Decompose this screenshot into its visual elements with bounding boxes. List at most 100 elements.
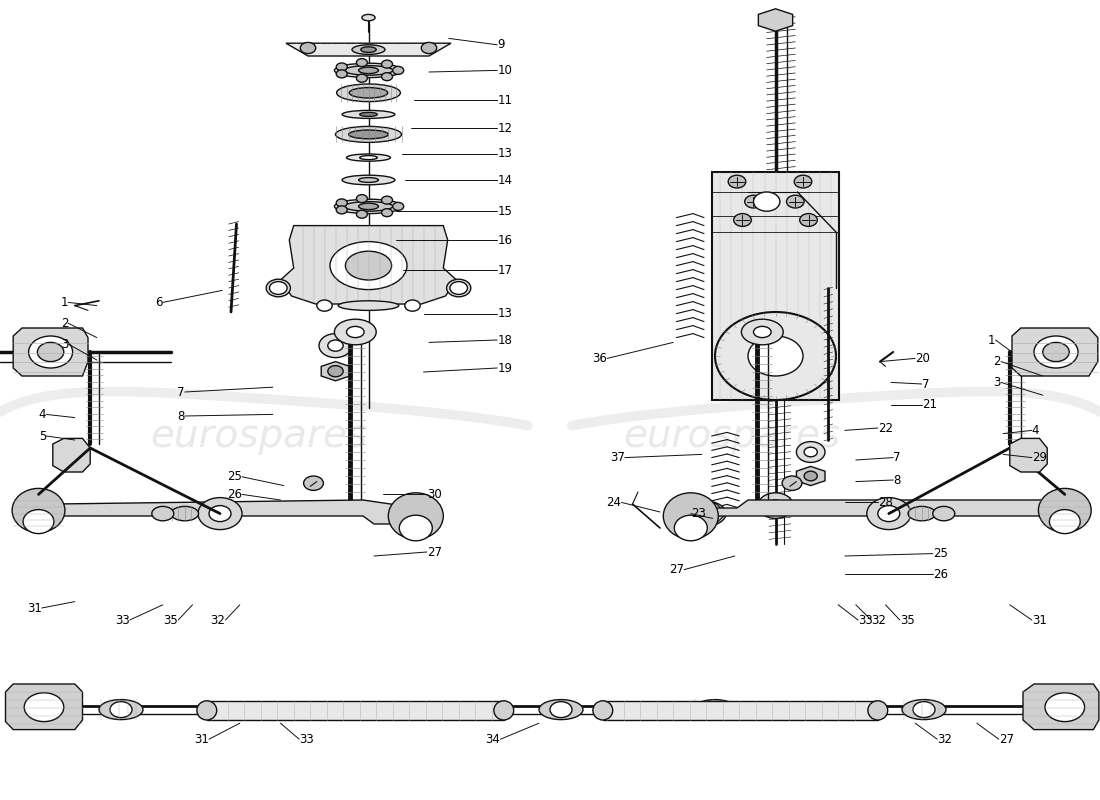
Text: 21: 21: [922, 398, 937, 411]
Circle shape: [24, 693, 64, 722]
Ellipse shape: [593, 701, 613, 720]
Ellipse shape: [342, 110, 395, 118]
Polygon shape: [321, 362, 350, 381]
Ellipse shape: [388, 493, 443, 539]
Text: 1: 1: [988, 334, 996, 346]
Text: 5: 5: [39, 430, 46, 442]
Text: 18: 18: [497, 334, 513, 346]
Ellipse shape: [693, 699, 737, 720]
Circle shape: [804, 447, 817, 457]
Ellipse shape: [359, 178, 378, 182]
Polygon shape: [13, 328, 88, 376]
Polygon shape: [1023, 684, 1099, 730]
Text: 6: 6: [155, 296, 163, 309]
Ellipse shape: [909, 506, 935, 521]
Circle shape: [748, 336, 803, 376]
Text: 16: 16: [497, 234, 513, 246]
Text: 20: 20: [915, 352, 931, 365]
Circle shape: [1034, 336, 1078, 368]
Ellipse shape: [1038, 488, 1091, 533]
Ellipse shape: [360, 155, 377, 159]
Ellipse shape: [663, 493, 718, 539]
Text: eurospares: eurospares: [623, 417, 840, 455]
Circle shape: [796, 442, 825, 462]
Polygon shape: [53, 438, 90, 472]
Ellipse shape: [539, 699, 583, 720]
Ellipse shape: [902, 699, 946, 720]
Ellipse shape: [337, 84, 400, 102]
Circle shape: [328, 340, 343, 351]
Circle shape: [270, 282, 287, 294]
Text: 27: 27: [669, 563, 684, 576]
Circle shape: [786, 195, 804, 208]
Ellipse shape: [494, 701, 514, 720]
Circle shape: [867, 498, 911, 530]
Ellipse shape: [360, 112, 377, 116]
Text: 4: 4: [39, 408, 46, 421]
Text: 15: 15: [497, 205, 513, 218]
Polygon shape: [280, 226, 456, 304]
Text: 25: 25: [227, 470, 242, 483]
Circle shape: [804, 471, 817, 481]
Circle shape: [382, 209, 393, 217]
Ellipse shape: [334, 199, 403, 214]
Text: 27: 27: [427, 546, 442, 558]
Circle shape: [745, 195, 762, 208]
Text: 31: 31: [194, 733, 209, 746]
Circle shape: [382, 60, 393, 68]
Ellipse shape: [682, 501, 726, 526]
Text: 17: 17: [497, 264, 513, 277]
Ellipse shape: [344, 202, 393, 211]
Circle shape: [337, 199, 348, 207]
Ellipse shape: [350, 87, 387, 98]
Circle shape: [794, 175, 812, 188]
Text: 36: 36: [592, 352, 607, 365]
Polygon shape: [1012, 328, 1098, 376]
Text: 24: 24: [606, 496, 621, 509]
Text: 23: 23: [691, 507, 706, 520]
Polygon shape: [1010, 438, 1047, 472]
Text: 2: 2: [993, 355, 1001, 368]
Circle shape: [319, 334, 352, 358]
Text: 9: 9: [497, 38, 505, 51]
Circle shape: [337, 63, 348, 71]
Ellipse shape: [336, 126, 402, 142]
Circle shape: [715, 312, 836, 400]
Ellipse shape: [330, 242, 407, 290]
Text: 11: 11: [497, 94, 513, 106]
Circle shape: [728, 175, 746, 188]
Text: 37: 37: [609, 451, 625, 464]
Text: 8: 8: [177, 410, 185, 422]
Circle shape: [29, 336, 73, 368]
Circle shape: [704, 702, 726, 718]
Circle shape: [356, 58, 367, 66]
Text: 33: 33: [116, 614, 130, 626]
Text: 32: 32: [871, 614, 887, 626]
Ellipse shape: [342, 175, 395, 185]
Circle shape: [734, 214, 751, 226]
Ellipse shape: [339, 301, 398, 310]
Ellipse shape: [447, 279, 471, 297]
Text: 32: 32: [210, 614, 225, 626]
Text: 14: 14: [497, 174, 513, 186]
Ellipse shape: [674, 515, 707, 541]
Ellipse shape: [352, 45, 385, 54]
Polygon shape: [42, 500, 418, 524]
Text: 25: 25: [933, 547, 948, 560]
Ellipse shape: [349, 130, 388, 138]
Text: 19: 19: [497, 362, 513, 374]
Text: 22: 22: [878, 422, 893, 434]
Text: 33: 33: [299, 733, 314, 746]
Text: 3: 3: [60, 338, 68, 350]
Circle shape: [337, 70, 348, 78]
Ellipse shape: [361, 47, 376, 53]
Circle shape: [693, 506, 715, 522]
Circle shape: [1045, 693, 1085, 722]
Circle shape: [382, 73, 393, 81]
Circle shape: [356, 194, 367, 202]
Text: 35: 35: [900, 614, 914, 626]
Text: 13: 13: [497, 307, 513, 320]
Ellipse shape: [1049, 510, 1080, 534]
Ellipse shape: [172, 506, 199, 521]
Text: 32: 32: [937, 733, 953, 746]
